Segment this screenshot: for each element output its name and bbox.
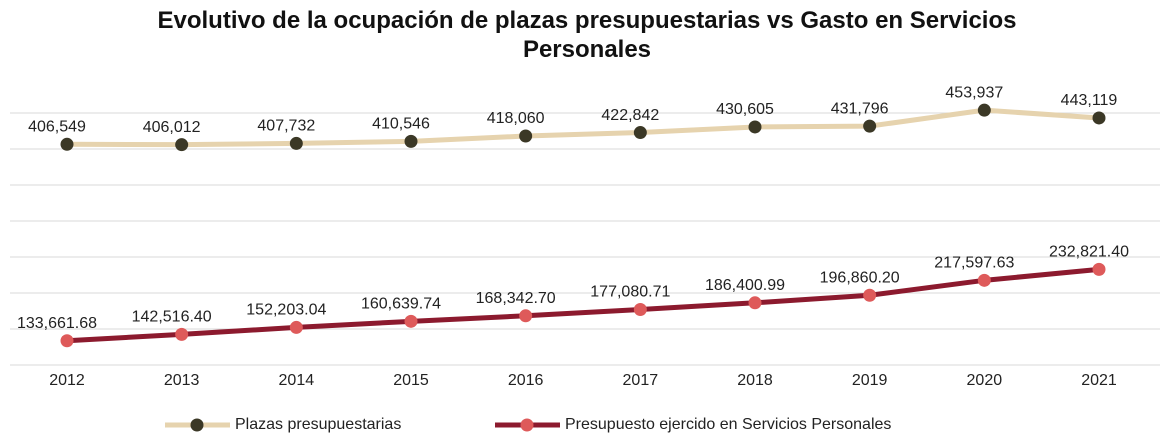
point	[60, 334, 74, 348]
point	[1092, 262, 1106, 276]
point	[404, 134, 418, 148]
value-label: 186,400.99	[705, 277, 785, 294]
value-label: 406,012	[143, 119, 201, 136]
legend-marker	[190, 418, 204, 432]
value-label: 422,842	[601, 107, 659, 124]
x-tick-label: 2019	[852, 372, 888, 389]
point	[748, 296, 762, 310]
x-tick-label: 2013	[164, 372, 200, 389]
value-label: 410,546	[372, 116, 430, 133]
legend-marker	[520, 418, 534, 432]
value-label: 430,605	[716, 101, 774, 118]
point	[404, 314, 418, 328]
point	[977, 273, 991, 287]
x-tick-label: 2021	[1081, 372, 1117, 389]
legend-label: Presupuesto ejercido en Servicios Person…	[565, 416, 891, 433]
series-line	[66, 107, 1100, 148]
value-label: 453,937	[945, 84, 1003, 101]
value-label: 142,516.40	[132, 309, 212, 326]
value-label: 217,597.63	[934, 255, 1014, 272]
point	[748, 120, 762, 134]
x-tick-label: 2017	[623, 372, 659, 389]
x-tick-label: 2016	[508, 372, 544, 389]
value-label: 443,119	[1061, 92, 1118, 109]
point	[519, 129, 533, 143]
point	[633, 126, 647, 140]
point	[977, 103, 991, 117]
value-label: 418,060	[487, 110, 545, 127]
point	[175, 138, 189, 152]
value-label: 406,549	[28, 119, 86, 136]
x-tick-label: 2020	[967, 372, 1003, 389]
point	[1092, 111, 1106, 125]
value-label: 152,203.04	[246, 302, 326, 319]
point	[863, 288, 877, 302]
legend-label: Plazas presupuestarias	[235, 416, 401, 433]
value-label: 407,732	[257, 118, 315, 135]
point	[60, 137, 74, 151]
chart-title: Evolutivo de la ocupación de plazas pres…	[157, 7, 1017, 63]
value-label: 431,796	[831, 100, 889, 117]
point	[175, 327, 189, 341]
series-line	[66, 266, 1100, 344]
x-tick-label: 2015	[393, 372, 429, 389]
x-tick-label: 2012	[49, 372, 85, 389]
point	[289, 136, 303, 150]
value-label: 232,821.40	[1049, 244, 1129, 261]
point	[519, 309, 533, 323]
point	[289, 320, 303, 334]
point	[633, 303, 647, 317]
value-label: 196,860.20	[820, 269, 900, 286]
x-tick-label: 2014	[279, 372, 315, 389]
x-tick-label: 2018	[737, 372, 773, 389]
value-label: 168,342.70	[476, 290, 556, 307]
point	[863, 119, 877, 133]
value-label: 133,661.68	[17, 315, 97, 332]
value-label: 160,639.74	[361, 296, 441, 313]
value-label: 177,080.71	[590, 284, 670, 301]
